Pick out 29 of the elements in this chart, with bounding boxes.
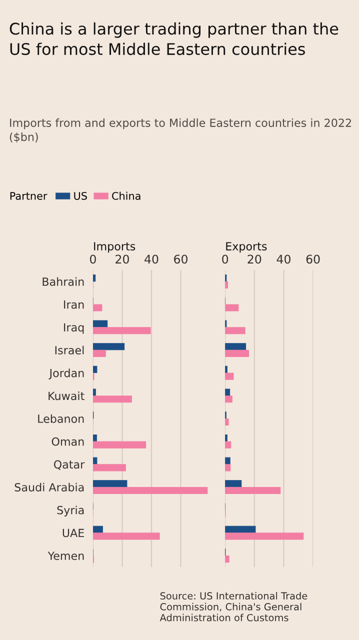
y-tick-label: Kuwait bbox=[48, 391, 84, 400]
x-tick-label: 40 bbox=[276, 254, 290, 264]
source-note: Source: US International Trade Commission, China's General Administration of Customs bbox=[160, 592, 308, 622]
legend-title: Partner bbox=[10, 192, 48, 200]
y-tick-label: Bahrain bbox=[42, 277, 84, 286]
x-tick-label: 20 bbox=[248, 254, 262, 264]
chart-title: China is a larger trading partner than the US for most Middle Eastern countries bbox=[10, 22, 338, 56]
y-tick-label: Israel bbox=[55, 346, 84, 354]
x-axis-title: Exports bbox=[226, 242, 267, 253]
chart-subtitle: Imports from and exports to Middle Eastern countries in 2022 ($bn) bbox=[10, 118, 351, 143]
y-tick-label: Yemen bbox=[48, 552, 84, 560]
y-tick-label: Oman bbox=[52, 437, 84, 446]
y-tick-label: Qatar bbox=[54, 460, 85, 470]
y-tick-label: Jordan bbox=[48, 368, 84, 380]
x-tick-label: 60 bbox=[306, 254, 320, 264]
x-tick-label: 0 bbox=[222, 254, 228, 264]
y-tick-label: Lebanon bbox=[38, 414, 84, 423]
x-tick-label: 40 bbox=[144, 254, 158, 264]
x-tick-label: 20 bbox=[116, 254, 129, 264]
y-tick-label: Saudi Arabia bbox=[14, 482, 84, 492]
x-axis-title: Imports bbox=[94, 242, 136, 253]
y-tick-label: UAE bbox=[62, 528, 84, 538]
y-tick-label: Iraq bbox=[64, 323, 84, 334]
x-tick-label: 0 bbox=[90, 254, 96, 264]
x-tick-label: 60 bbox=[174, 254, 188, 264]
y-tick-label: Syria bbox=[57, 506, 84, 516]
legend-label: China bbox=[112, 192, 140, 200]
legend-label: US bbox=[74, 192, 87, 200]
y-tick-label: Iran bbox=[64, 300, 84, 309]
